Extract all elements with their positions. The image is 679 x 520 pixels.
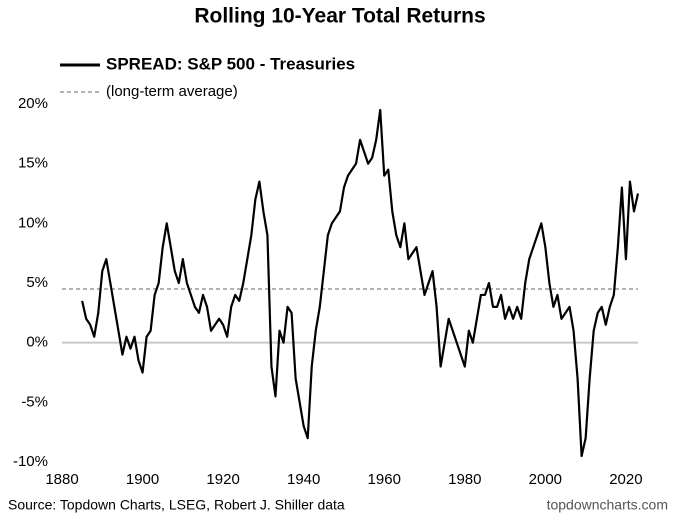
y-tick-label: -5% — [21, 393, 48, 410]
y-tick-label: 10% — [18, 214, 48, 231]
chart-title: Rolling 10-Year Total Returns — [194, 5, 485, 28]
y-tick-label: 5% — [26, 274, 48, 291]
y-tick-label: 15% — [18, 155, 48, 172]
y-tick-label: -10% — [13, 453, 48, 470]
x-tick-label: 2000 — [529, 471, 562, 488]
legend-label: (long-term average) — [106, 83, 238, 100]
y-tick-label: 0% — [26, 334, 48, 351]
legend-label: SPREAD: S&P 500 - Treasuries — [106, 54, 355, 73]
x-tick-label: 1980 — [448, 471, 481, 488]
x-tick-label: 1880 — [45, 471, 78, 488]
website: topdowncharts.com — [547, 497, 668, 513]
x-tick-label: 1900 — [126, 471, 159, 488]
source: Source: Topdown Charts, LSEG, Robert J. … — [8, 497, 345, 513]
y-tick-label: 20% — [18, 95, 48, 112]
series-line — [81, 108, 640, 458]
x-tick-label: 1940 — [287, 471, 320, 488]
x-tick-label: 1920 — [206, 471, 239, 488]
x-tick-label: 2020 — [609, 471, 642, 488]
x-tick-label: 1960 — [368, 471, 401, 488]
